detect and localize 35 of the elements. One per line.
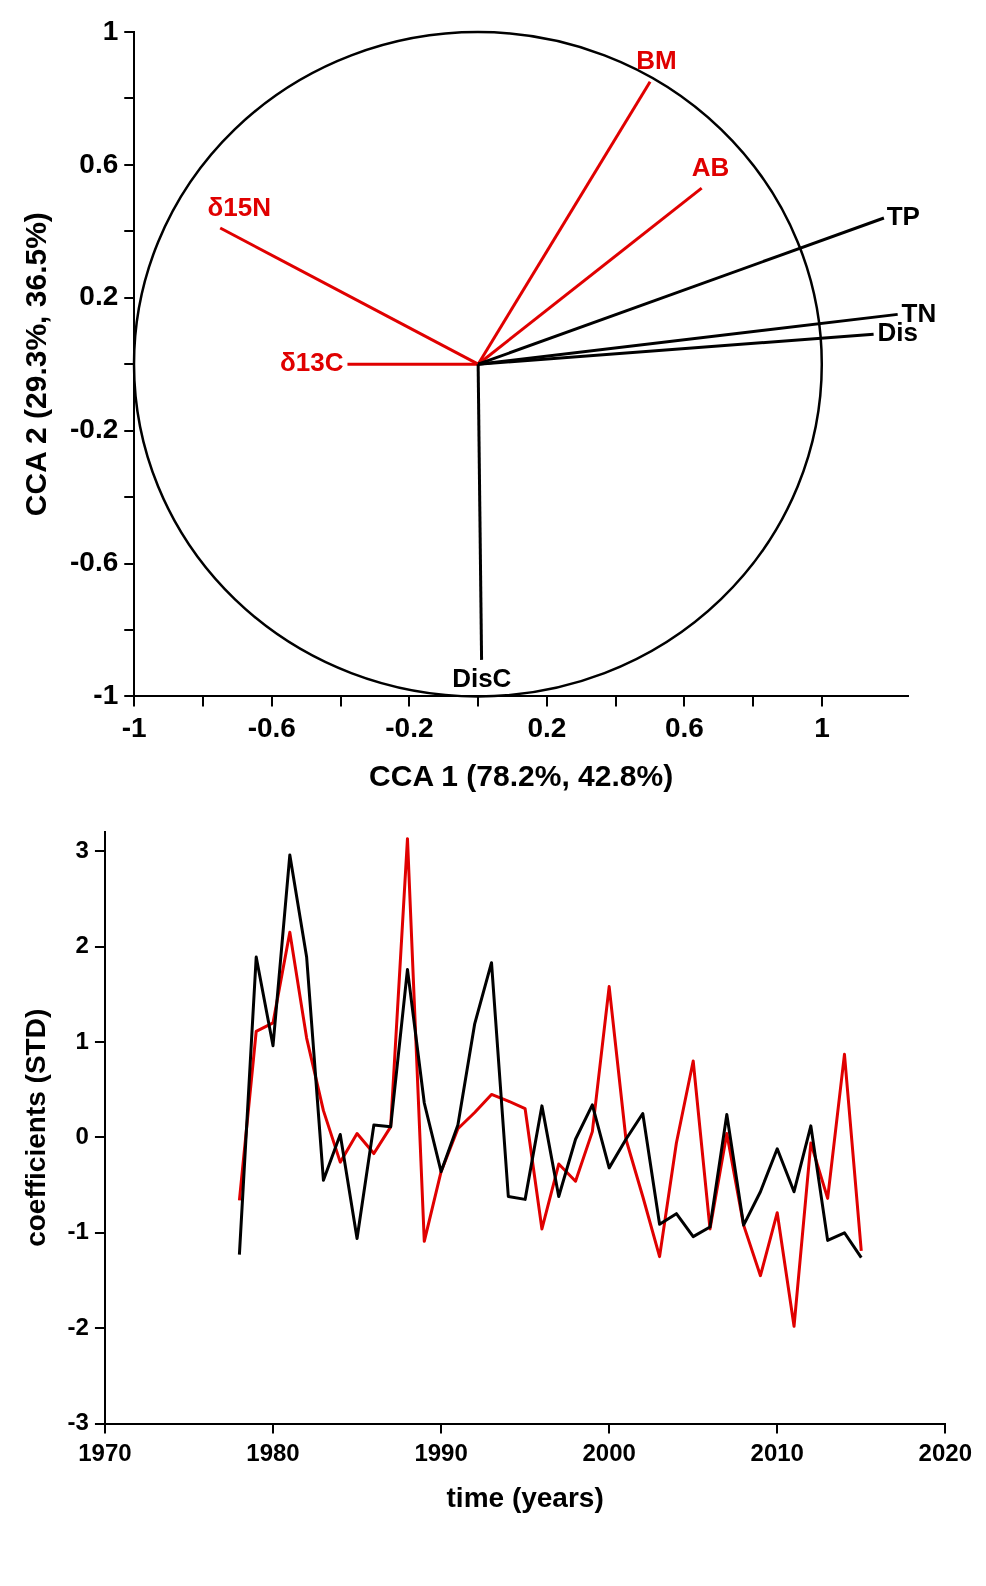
x-tick-label: -1 [121, 711, 147, 743]
y-tick-label: -0.6 [70, 546, 119, 578]
series-label: DisC [452, 662, 512, 693]
x-tick-label: 0.6 [665, 711, 704, 743]
x-tick-label: 0.2 [527, 711, 567, 743]
x-tick-label: 1980 [246, 1438, 300, 1466]
y-tick-label: 0 [75, 1121, 89, 1149]
series-label: BM [636, 45, 677, 76]
y-tick-label: -3 [67, 1408, 89, 1436]
y-tick-label: -0.2 [70, 413, 119, 445]
x-tick-label: -0.6 [247, 711, 296, 743]
y-tick-label: 2 [75, 931, 89, 959]
x-tick-label: 2020 [918, 1438, 972, 1466]
y-axis-title: CCA 2 (29.3%, 36.5%) [19, 212, 53, 517]
y-tick-label: -2 [67, 1312, 89, 1340]
x-tick-label: 1 [814, 711, 830, 743]
x-tick-label: 1990 [414, 1438, 468, 1466]
y-tick-label: -1 [67, 1217, 89, 1245]
series-label: AB [691, 151, 730, 182]
x-tick-label: -0.2 [385, 711, 434, 743]
y-tick-label: 1 [75, 1026, 89, 1054]
y-tick-label: 0.6 [79, 147, 119, 179]
series-label: TP [886, 201, 920, 232]
series-label: δ13C [279, 347, 344, 378]
y-tick-label: -1 [93, 679, 119, 711]
x-axis-title: time (years) [446, 1481, 604, 1513]
series-label: δ15N [207, 191, 271, 222]
y-tick-label: 0.2 [79, 280, 119, 312]
x-tick-label: 1970 [78, 1438, 132, 1466]
y-tick-label: 1 [102, 14, 119, 46]
x-tick-label: 2000 [582, 1438, 636, 1466]
y-axis-title: coefficients (STD) [19, 1008, 51, 1247]
x-tick-label: 2010 [750, 1438, 804, 1466]
x-axis-title: CCA 1 (78.2%, 42.8%) [369, 759, 674, 793]
y-tick-label: 3 [75, 835, 89, 863]
